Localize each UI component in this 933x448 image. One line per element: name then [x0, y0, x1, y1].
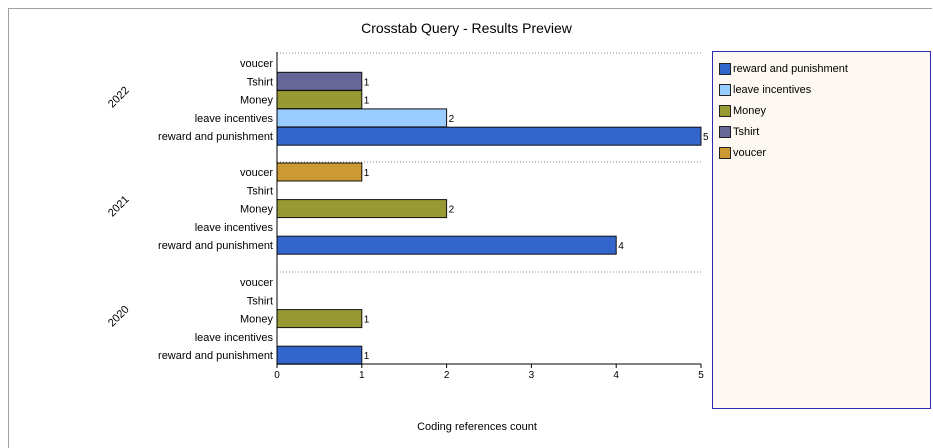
legend-swatch [719, 83, 731, 96]
bar-2022-3 [276, 108, 448, 128]
chart-legend: reward and punishment leave incentives Mon… [712, 51, 931, 409]
legend-swatch [719, 125, 731, 138]
x-tick-label-3: 3 [529, 370, 535, 381]
bar-chart: voucer Tshirt 1 Money 1 leave incentives 2 rewa… [106, 52, 709, 381]
bar-2021-0 [276, 162, 363, 182]
x-tick-label-1: 1 [359, 370, 365, 381]
legend-label: reward and punishment [733, 62, 848, 75]
bar-value-label-2021-2: 2 [449, 205, 455, 216]
bar-2021-4 [276, 235, 617, 255]
x-tick-label-2: 2 [444, 370, 450, 381]
legend-label: Money [733, 104, 767, 117]
bar-value-label-2022-4: 5 [703, 132, 709, 143]
bar-2021-2 [276, 199, 448, 219]
bar-value-label-2022-1: 1 [364, 77, 370, 88]
category-label-2022-4: reward and punishment [158, 131, 273, 143]
legend-item: Money [713, 100, 930, 121]
legend-label: Tshirt [733, 125, 760, 138]
bar-2022-1 [276, 71, 363, 91]
category-label-2022-2: Money [240, 95, 274, 107]
legend-item: reward and punishment [713, 58, 930, 79]
group-label-2022: 2022 [106, 85, 132, 111]
category-label-2022-0: voucer [240, 58, 273, 70]
legend-swatch [719, 146, 731, 159]
category-label-2020-3: leave incentives [195, 332, 274, 344]
legend-item: Tshirt [713, 121, 930, 142]
bar-value-label-2022-3: 2 [449, 114, 455, 125]
legend-swatch [719, 62, 731, 75]
category-label-2021-3: leave incentives [195, 222, 274, 234]
legend-label: leave incentives [733, 83, 812, 96]
category-label-2021-1: Tshirt [247, 185, 273, 197]
category-label-2020-4: reward and punishment [158, 350, 273, 362]
category-label-2022-1: Tshirt [247, 76, 273, 88]
chart-frame [8, 8, 932, 448]
bar-2022-2 [276, 90, 363, 110]
x-axis-title: Coding references count [417, 421, 537, 433]
bar-value-label-2022-2: 1 [364, 96, 370, 107]
bar-2022-4 [276, 126, 702, 146]
legend-item: voucer [713, 142, 930, 163]
legend-label: voucer [733, 146, 767, 159]
group-label-2021: 2021 [106, 194, 132, 220]
legend-item: leave incentives [713, 79, 930, 100]
category-label-2022-3: leave incentives [195, 113, 274, 125]
group-label-2020: 2020 [106, 304, 132, 330]
bar-value-label-2020-2: 1 [364, 315, 370, 326]
category-label-2020-1: Tshirt [247, 295, 273, 307]
bar-2020-2 [276, 309, 363, 329]
category-label-2021-2: Money [240, 204, 274, 216]
x-tick-label-5: 5 [698, 370, 704, 381]
bar-value-label-2021-4: 4 [618, 241, 624, 252]
x-tick-label-4: 4 [613, 370, 619, 381]
legend-swatch [719, 104, 731, 117]
x-tick-label-0: 0 [274, 370, 280, 381]
bar-value-label-2021-0: 1 [364, 168, 370, 179]
category-label-2021-0: voucer [240, 167, 273, 179]
category-label-2020-2: Money [240, 314, 274, 326]
chart-title: Crosstab Query - Results Preview [361, 20, 572, 36]
category-label-2020-0: voucer [240, 277, 273, 289]
bar-value-label-2020-4: 1 [364, 351, 370, 362]
category-label-2021-4: reward and punishment [158, 240, 273, 252]
bar-2020-4 [276, 345, 363, 365]
